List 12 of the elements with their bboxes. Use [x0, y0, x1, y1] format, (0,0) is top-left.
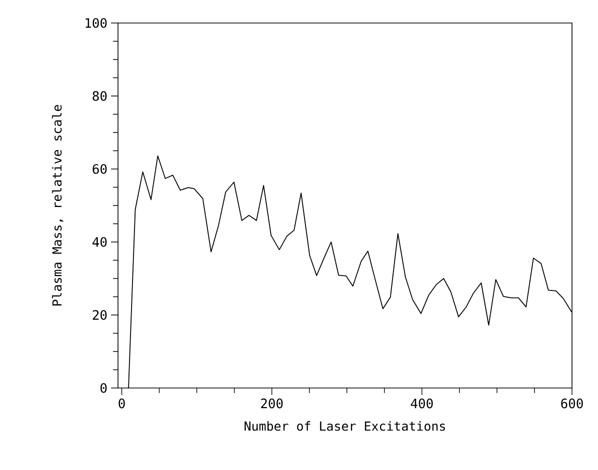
y-tick-label: 0	[100, 383, 107, 393]
x-tick-label: 0	[118, 398, 125, 408]
x-tick-label: 400	[410, 398, 433, 408]
y-tick-label: 100	[86, 18, 107, 28]
x-axis-title: Number of Laser Excitations	[244, 421, 445, 431]
y-tick-label: 40	[92, 237, 107, 247]
y-tick-label: 20	[92, 310, 107, 320]
x-tick-label: 200	[261, 398, 283, 408]
y-tick-label: 80	[92, 91, 107, 101]
y-axis-title: Plasma Mass, relative scale	[52, 105, 64, 306]
x-tick-label: 600	[561, 398, 583, 408]
y-tick-label: 60	[92, 164, 107, 174]
